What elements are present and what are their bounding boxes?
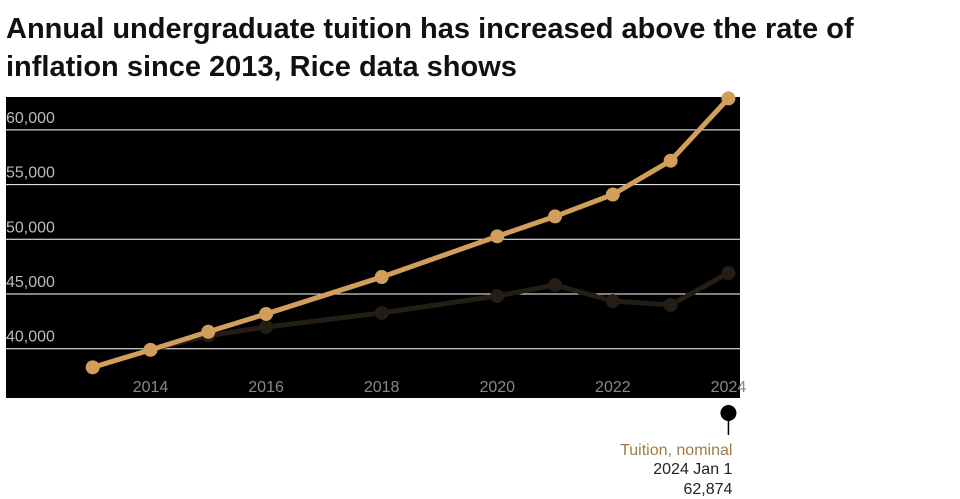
point [721, 91, 736, 106]
point [663, 297, 678, 312]
x-tick-label: 2016 [248, 379, 284, 396]
y-tick-label: 55,000 [6, 165, 55, 182]
x-tick-label: 2022 [595, 379, 631, 396]
point [85, 360, 100, 375]
point [490, 229, 505, 244]
tooltip-value: 62,874 [684, 481, 733, 498]
x-tick-label: 2014 [133, 379, 169, 396]
x-tick-label: 2024 [711, 379, 747, 396]
plot-background [6, 97, 740, 398]
point [605, 187, 620, 202]
point [548, 278, 563, 293]
point [201, 324, 216, 339]
point [259, 306, 274, 321]
point [548, 209, 563, 224]
point [663, 153, 678, 168]
point [259, 319, 274, 334]
tooltip-date: 2024 Jan 1 [653, 461, 732, 478]
y-tick-label: 50,000 [6, 219, 55, 236]
point [143, 342, 158, 357]
y-tick-label: 60,000 [6, 110, 55, 127]
point [374, 270, 389, 285]
chart-title: Annual undergraduate tuition has increas… [6, 13, 854, 83]
tooltip-series: Tuition, nominal [620, 442, 732, 459]
series-line [91, 96, 731, 370]
y-tick-label: 40,000 [6, 329, 55, 346]
x-tick-label: 2020 [479, 379, 515, 396]
y-tick-label: 45,000 [6, 274, 55, 291]
x-tick-label: 2018 [364, 379, 400, 396]
point [374, 305, 389, 320]
point [490, 288, 505, 303]
point [721, 266, 736, 281]
point [605, 294, 620, 309]
